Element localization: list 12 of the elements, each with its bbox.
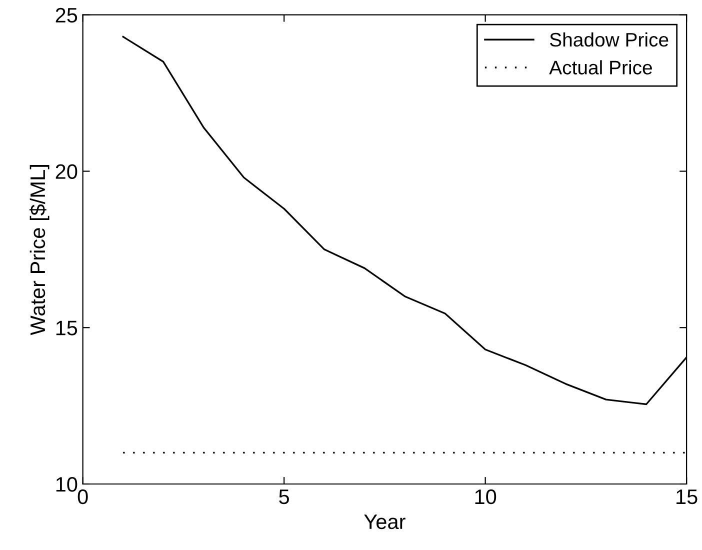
y-tick-label: 20 bbox=[56, 164, 78, 179]
y-tick-label: 15 bbox=[56, 320, 78, 336]
y-axis-title: Water Price [$/ML] bbox=[30, 165, 50, 336]
x-tick-label: 5 bbox=[279, 490, 289, 504]
y-tick-label: 25 bbox=[56, 8, 78, 23]
x-tick-label: 15 bbox=[676, 490, 698, 504]
legend-label: Shadow Price bbox=[550, 32, 668, 47]
x-axis-title: Year bbox=[364, 514, 406, 530]
x-tick-label: 0 bbox=[78, 489, 88, 504]
x-tick-label: 10 bbox=[475, 489, 496, 504]
y-tick-label: 10 bbox=[56, 477, 78, 492]
legend-label: Actual Price bbox=[549, 60, 652, 74]
